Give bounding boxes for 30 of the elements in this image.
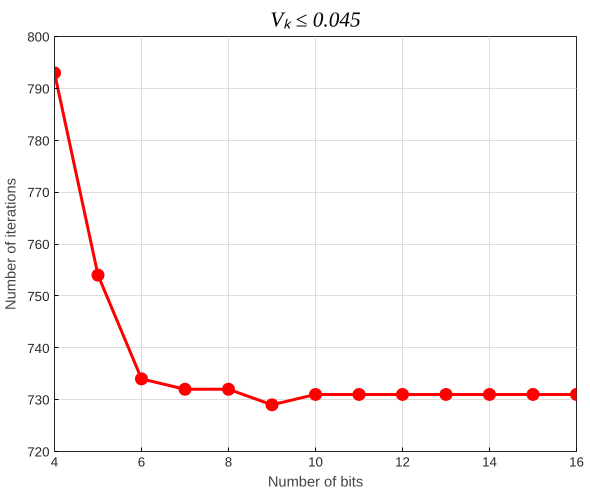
y-tick-label: 790 (27, 81, 50, 96)
point (222, 382, 235, 396)
point (92, 268, 104, 282)
y-axis-title: Number of iterations (3, 178, 20, 310)
x-tick-label: 12 (395, 454, 410, 470)
y-tick-label: 740 (27, 340, 50, 356)
y-tick-label: 800 (27, 30, 50, 44)
point (352, 388, 366, 401)
x-axis-title: Number of bits (268, 474, 364, 490)
point (309, 388, 322, 401)
x-tick-label: 4 (50, 454, 59, 470)
x-tick-label: 8 (224, 454, 232, 470)
y-tick-label: 760 (27, 237, 50, 252)
y-tick-label: 720 (27, 444, 50, 460)
point (135, 372, 148, 386)
y-tick-label: 730 (27, 392, 50, 408)
chart-title: Vₖ ≤ 0.045 (270, 8, 362, 32)
point (440, 388, 452, 401)
y-tick-label: 750 (27, 288, 50, 304)
point (178, 382, 192, 396)
x-tick-label: 10 (308, 454, 323, 470)
point (396, 388, 409, 401)
x-tick-label: 14 (482, 454, 498, 470)
y-tick-label: 780 (27, 133, 50, 148)
x-tick-label: 6 (138, 454, 146, 470)
point (483, 388, 496, 401)
y-tick-label: 770 (27, 185, 50, 200)
point (266, 398, 278, 412)
x-tick-label: 16 (569, 454, 584, 470)
point (526, 388, 540, 401)
